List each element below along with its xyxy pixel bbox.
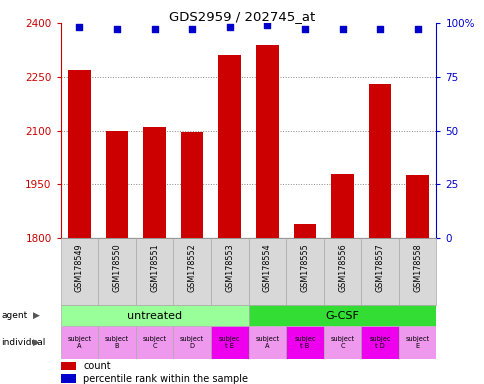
Bar bbox=[143, 127, 166, 238]
Bar bbox=[286, 326, 323, 359]
Bar bbox=[248, 326, 286, 359]
Bar bbox=[398, 326, 436, 359]
Text: GSM178549: GSM178549 bbox=[75, 243, 84, 292]
Text: GSM178558: GSM178558 bbox=[412, 243, 422, 292]
Bar bbox=[256, 45, 278, 238]
Bar bbox=[173, 326, 211, 359]
Bar bbox=[286, 238, 323, 305]
Text: GSM178553: GSM178553 bbox=[225, 243, 234, 292]
Bar bbox=[98, 238, 136, 305]
Text: untreated: untreated bbox=[127, 311, 182, 321]
Text: subject
D: subject D bbox=[180, 336, 204, 349]
Text: individual: individual bbox=[1, 338, 45, 347]
Point bbox=[413, 26, 421, 33]
Bar bbox=[181, 132, 203, 238]
Point bbox=[188, 26, 196, 33]
Bar bbox=[211, 238, 248, 305]
Bar bbox=[248, 305, 436, 326]
Text: GSM178550: GSM178550 bbox=[112, 243, 121, 292]
Text: GSM178557: GSM178557 bbox=[375, 243, 384, 292]
Point bbox=[113, 26, 121, 33]
Text: count: count bbox=[83, 361, 110, 371]
Text: subjec
t B: subjec t B bbox=[294, 336, 315, 349]
Bar bbox=[60, 362, 76, 370]
Text: GSM178551: GSM178551 bbox=[150, 243, 159, 292]
Bar bbox=[248, 238, 286, 305]
Text: agent: agent bbox=[1, 311, 28, 320]
Bar bbox=[368, 84, 391, 238]
Bar bbox=[173, 238, 211, 305]
Text: ▶: ▶ bbox=[33, 338, 40, 347]
Text: subject
C: subject C bbox=[330, 336, 354, 349]
Point bbox=[263, 22, 271, 28]
Point bbox=[376, 26, 383, 33]
Text: subject
A: subject A bbox=[67, 336, 91, 349]
Bar bbox=[60, 326, 98, 359]
Bar bbox=[331, 174, 353, 238]
Point bbox=[226, 24, 233, 30]
Bar bbox=[60, 305, 248, 326]
Text: GSM178554: GSM178554 bbox=[262, 243, 272, 292]
Text: percentile rank within the sample: percentile rank within the sample bbox=[83, 374, 248, 384]
Text: GSM178556: GSM178556 bbox=[337, 243, 347, 292]
Text: subject
E: subject E bbox=[405, 336, 429, 349]
Text: GDS2959 / 202745_at: GDS2959 / 202745_at bbox=[169, 10, 315, 23]
Text: subject
C: subject C bbox=[142, 336, 166, 349]
Bar bbox=[68, 70, 91, 238]
Bar bbox=[398, 238, 436, 305]
Bar bbox=[136, 326, 173, 359]
Bar bbox=[98, 326, 136, 359]
Point bbox=[301, 26, 308, 33]
Bar bbox=[293, 224, 316, 238]
Text: G-CSF: G-CSF bbox=[325, 311, 359, 321]
Bar bbox=[323, 326, 361, 359]
Point bbox=[338, 26, 346, 33]
Text: subject
B: subject B bbox=[105, 336, 129, 349]
Bar bbox=[211, 326, 248, 359]
Text: subject
A: subject A bbox=[255, 336, 279, 349]
Bar bbox=[136, 238, 173, 305]
Bar bbox=[323, 238, 361, 305]
Bar bbox=[361, 326, 398, 359]
Text: GSM178552: GSM178552 bbox=[187, 243, 197, 292]
Text: ▶: ▶ bbox=[33, 311, 40, 320]
Bar bbox=[361, 238, 398, 305]
Point bbox=[151, 26, 158, 33]
Bar bbox=[60, 374, 76, 383]
Text: subjec
t D: subjec t D bbox=[369, 336, 390, 349]
Bar bbox=[406, 175, 428, 238]
Bar bbox=[106, 131, 128, 238]
Bar bbox=[218, 55, 241, 238]
Point bbox=[76, 24, 83, 30]
Bar bbox=[60, 238, 98, 305]
Text: subjec
t E: subjec t E bbox=[219, 336, 240, 349]
Text: GSM178555: GSM178555 bbox=[300, 243, 309, 292]
